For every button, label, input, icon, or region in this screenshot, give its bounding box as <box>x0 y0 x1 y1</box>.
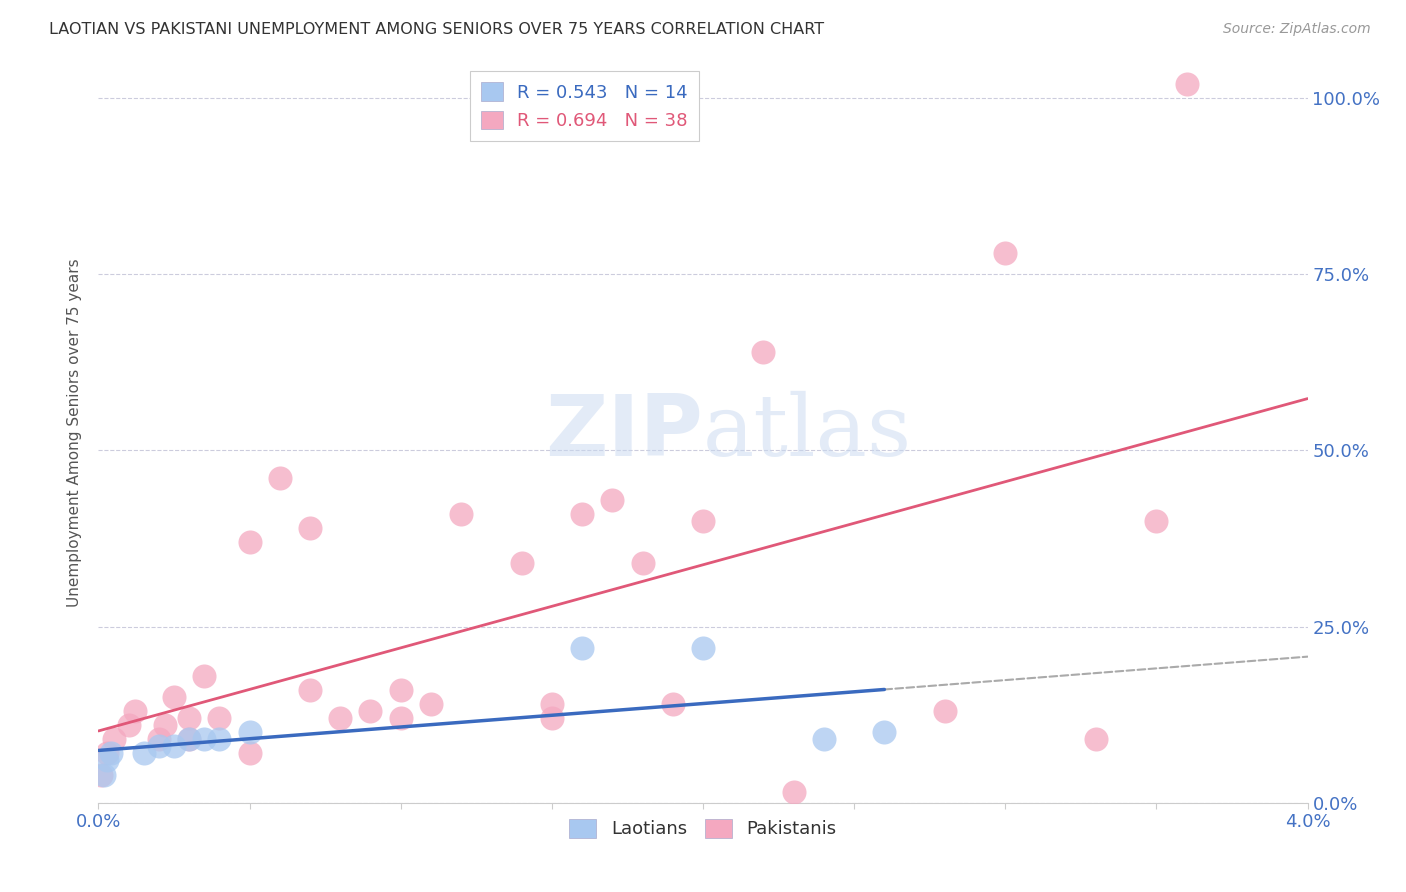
Point <box>510 556 533 570</box>
Point <box>692 514 714 528</box>
Point <box>994 245 1017 260</box>
Point <box>148 732 170 747</box>
Point <box>934 704 956 718</box>
Point <box>692 640 714 655</box>
Point <box>96 747 118 761</box>
Point <box>193 669 215 683</box>
Point <box>96 754 118 768</box>
Point <box>100 747 122 761</box>
Point <box>661 697 683 711</box>
Point <box>179 732 201 747</box>
Point <box>329 711 352 725</box>
Point <box>571 640 593 655</box>
Point <box>873 725 896 739</box>
Point <box>208 732 231 747</box>
Point <box>571 507 593 521</box>
Point <box>93 767 115 781</box>
Point <box>179 732 201 747</box>
Point <box>389 711 412 725</box>
Point <box>450 507 472 521</box>
Point <box>1146 514 1168 528</box>
Point <box>269 471 291 485</box>
Legend: Laotians, Pakistanis: Laotians, Pakistanis <box>562 812 844 846</box>
Point <box>208 711 231 725</box>
Point <box>360 704 382 718</box>
Point <box>602 492 624 507</box>
Y-axis label: Unemployment Among Seniors over 75 years: Unemployment Among Seniors over 75 years <box>67 259 83 607</box>
Point <box>299 683 322 698</box>
Point <box>90 767 112 781</box>
Point <box>148 739 170 754</box>
Point <box>1175 77 1198 91</box>
Point <box>239 725 262 739</box>
Point <box>163 690 186 704</box>
Text: Source: ZipAtlas.com: Source: ZipAtlas.com <box>1223 22 1371 37</box>
Point <box>389 683 412 698</box>
Point <box>118 718 141 732</box>
Point <box>179 711 201 725</box>
Point <box>299 521 322 535</box>
Text: LAOTIAN VS PAKISTANI UNEMPLOYMENT AMONG SENIORS OVER 75 YEARS CORRELATION CHART: LAOTIAN VS PAKISTANI UNEMPLOYMENT AMONG … <box>49 22 824 37</box>
Text: atlas: atlas <box>703 391 912 475</box>
Point <box>163 739 186 754</box>
Point <box>1085 732 1108 747</box>
Point <box>239 535 262 549</box>
Point <box>540 711 562 725</box>
Point <box>631 556 654 570</box>
Point <box>132 747 155 761</box>
Point <box>420 697 443 711</box>
Point <box>103 732 125 747</box>
Point <box>813 732 835 747</box>
Point <box>239 747 262 761</box>
Point <box>153 718 176 732</box>
Text: ZIP: ZIP <box>546 391 703 475</box>
Point <box>783 785 806 799</box>
Point <box>124 704 146 718</box>
Point <box>752 344 775 359</box>
Point <box>540 697 562 711</box>
Point <box>193 732 215 747</box>
